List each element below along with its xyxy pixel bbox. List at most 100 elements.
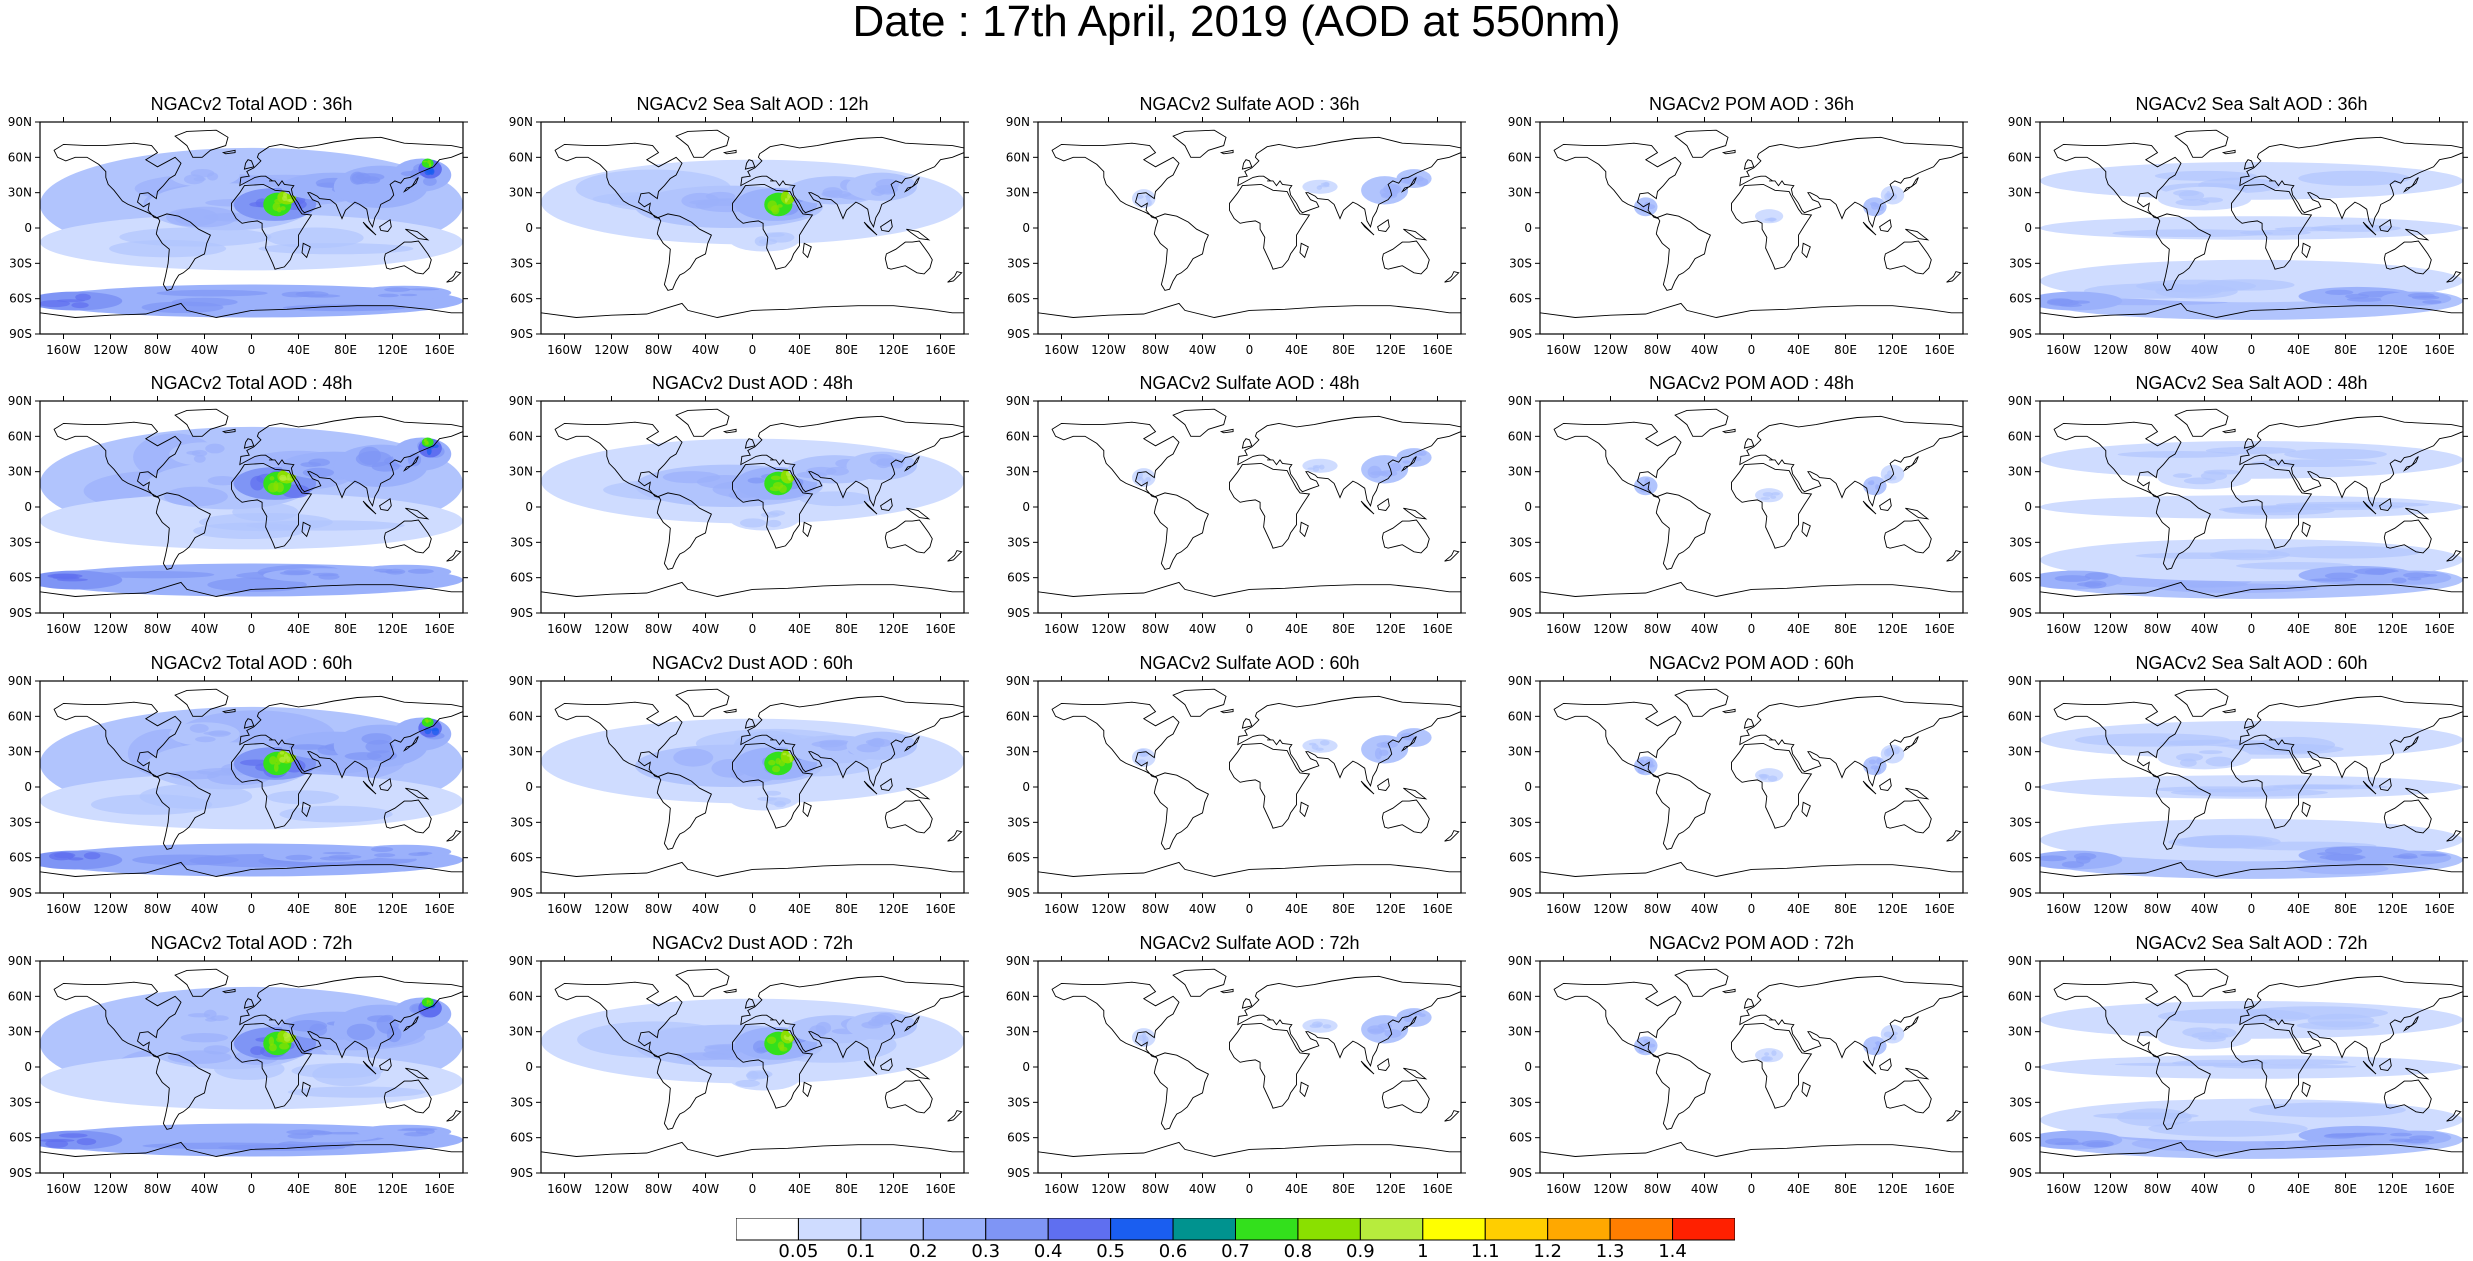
coastline (732, 183, 814, 270)
aerosol-patch (350, 171, 365, 185)
coastline (1655, 492, 1711, 570)
aerosol-patch (1643, 1039, 1649, 1044)
coastline (1051, 701, 1180, 779)
coastline (53, 701, 182, 779)
coastline (1051, 142, 1180, 220)
coastline (884, 519, 933, 554)
aerosol-patch (286, 198, 293, 202)
lat-label: 90S (1509, 1166, 1532, 1180)
coastline (1229, 1022, 1311, 1109)
coastline (2446, 550, 2462, 562)
lat-label: 60S (1007, 571, 1030, 585)
panel-title: NGACv2 Dust AOD : 60h (651, 653, 854, 673)
aerosol-patch (386, 1026, 402, 1043)
coastline (1444, 830, 1460, 842)
coastline (1229, 462, 1311, 549)
coastline (405, 787, 430, 800)
coastline (2221, 708, 2236, 714)
lon-label: 80E (1332, 343, 1355, 357)
aerosol-patch (2173, 189, 2200, 197)
aerosol-patch (1378, 470, 1398, 477)
coastline (1172, 688, 1227, 717)
coastline (906, 787, 931, 800)
lon-label: 120E (377, 622, 408, 636)
aerosol-patch (822, 187, 843, 198)
lat-label: 90N (1006, 954, 1030, 968)
coastline (656, 213, 712, 291)
aerosol-patch (283, 753, 288, 759)
aerosol-patch (799, 491, 872, 507)
lon-label: 40E (1787, 1182, 1810, 1196)
aerosol-patch (1411, 456, 1422, 462)
lon-label: 120W (93, 1182, 128, 1196)
aerosol-patch (423, 160, 427, 163)
coastline (155, 492, 211, 570)
aerosol-patch (287, 1086, 426, 1098)
aerosol-patch (2389, 1138, 2413, 1143)
aerosol-patch (268, 1036, 275, 1046)
coastline (1381, 240, 1430, 275)
aerosol-patch (1759, 774, 1770, 779)
coastline (1739, 975, 1963, 1067)
lat-label: 0 (525, 1060, 533, 1074)
coastline (243, 438, 255, 449)
aerosol-patch (1886, 747, 1894, 756)
aerosol-patch (2154, 170, 2257, 181)
aerosol-patch (771, 765, 781, 773)
lon-label: 80W (144, 902, 171, 916)
lon-label: 0 (1246, 622, 1254, 636)
coastline (2239, 975, 2463, 1067)
panel-title: NGACv2 Sulfate AOD : 72h (1139, 933, 1360, 953)
aerosol-patch (2407, 292, 2435, 299)
lat-label: 60S (9, 571, 32, 585)
colorbar-swatch (1422, 1218, 1486, 1241)
panel-title: NGACv2 Total AOD : 60h (150, 653, 353, 673)
coastline (174, 688, 229, 717)
coastline (863, 221, 878, 236)
lat-label: 60N (509, 429, 533, 443)
lon-label: 160E (925, 902, 956, 916)
coastline (1219, 149, 1234, 155)
coastline (1038, 302, 1461, 334)
coastline (1381, 1079, 1430, 1114)
coastline (362, 1060, 377, 1075)
coastline (446, 1110, 462, 1122)
aerosol-patch (2296, 1021, 2380, 1030)
coastline (1674, 408, 1729, 437)
lat-label: 30S (1509, 815, 1532, 829)
aerosol-patch (2175, 753, 2204, 762)
lon-label: 80W (144, 343, 171, 357)
coastline (1883, 519, 1932, 554)
aerosol-patch (156, 289, 268, 297)
coastline (1553, 701, 1682, 779)
coastline (740, 415, 964, 507)
lon-label: 80E (1834, 902, 1857, 916)
coastline (722, 149, 737, 155)
aod-map-panel: 90N 60N 30N 0 30S 60S 90S 160W 120W 80W 40W 0 40E 80E… (509, 674, 969, 916)
coastline (1879, 1058, 1892, 1071)
coastline (1051, 981, 1180, 1059)
lat-label: 90S (1509, 886, 1532, 900)
lat-label: 0 (24, 500, 32, 514)
aerosol-patch (1380, 192, 1398, 199)
aerosol-patch (1376, 742, 1390, 748)
lon-label: 0 (749, 902, 757, 916)
aerosol-region (421, 158, 434, 168)
coastline (903, 1016, 920, 1032)
lat-label: 30N (509, 186, 533, 200)
aerosol-patch (861, 1021, 884, 1029)
lon-label: 160W (2046, 622, 2081, 636)
lon-label: 0 (1748, 622, 1756, 636)
coastline (1739, 695, 1963, 787)
coastline (1229, 742, 1311, 829)
aod-map-panel: 90N 60N 30N 0 30S 60S 90S 160W 120W 80W 40W 0 40E 80E… (8, 394, 468, 636)
lat-label: 90N (8, 954, 32, 968)
aerosol-patch (1884, 474, 1890, 480)
lon-label: 80W (1142, 1182, 1169, 1196)
aerosol-patch (1868, 759, 1877, 765)
coastline (1883, 799, 1932, 834)
colorbar-swatch (1047, 1218, 1112, 1241)
lat-label: 60S (510, 851, 533, 865)
lat-label: 30S (9, 535, 32, 549)
lon-label: 0 (1246, 902, 1254, 916)
